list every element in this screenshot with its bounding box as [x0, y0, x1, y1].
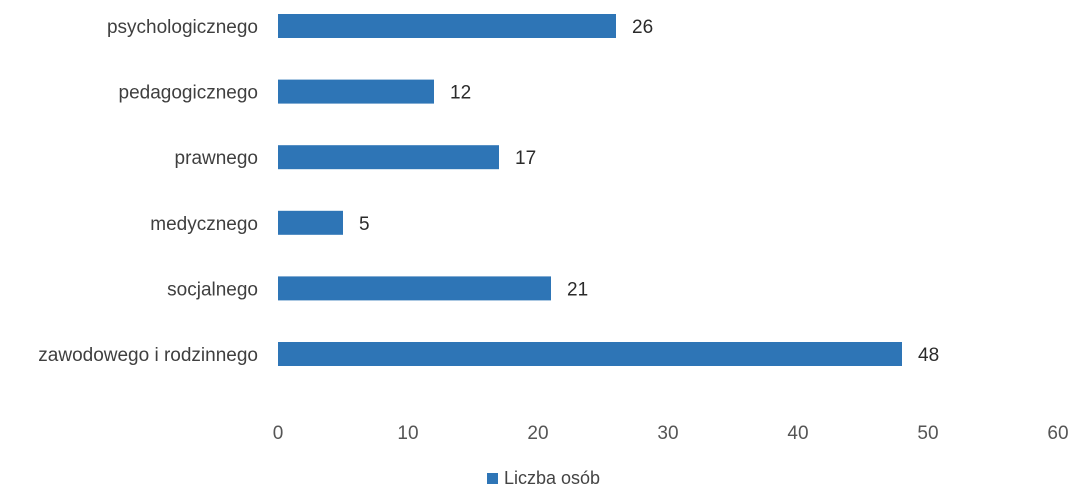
- category-labels: psychologicznego pedagogicznego prawnego me…: [38, 17, 258, 366]
- bar-zawodowego-i-rodzinnego: [278, 342, 902, 366]
- value-label-prawnego: 17: [515, 148, 536, 169]
- category-label-psychologicznego: psychologicznego: [107, 17, 258, 38]
- x-tick-label-50: 50: [917, 423, 938, 444]
- bars-layer: [278, 14, 902, 366]
- bar-prawnego: [278, 145, 499, 170]
- x-tick-label-10: 10: [397, 423, 418, 444]
- bar-psychologicznego: [278, 14, 616, 38]
- category-label-medycznego: medycznego: [150, 214, 258, 235]
- category-label-prawnego: prawnego: [175, 148, 258, 169]
- value-labels: 26 12 17 5 21 48: [359, 17, 939, 366]
- x-tick-label-0: 0: [273, 423, 284, 444]
- x-tick-label-60: 60: [1047, 423, 1068, 444]
- legend-label: Liczba osób: [504, 468, 600, 488]
- legend-swatch: [487, 473, 498, 484]
- bar-medycznego: [278, 210, 343, 235]
- value-label-socjalnego: 21: [567, 279, 588, 300]
- category-label-pedagogicznego: pedagogicznego: [119, 83, 258, 104]
- value-label-medycznego: 5: [359, 214, 370, 235]
- x-axis-ticks: 0 10 20 30 40 50 60: [273, 423, 1069, 444]
- category-label-zawodowego-i-rodzinnego: zawodowego i rodzinnego: [38, 345, 258, 366]
- x-tick-label-40: 40: [787, 423, 808, 444]
- legend: Liczba osób: [487, 468, 600, 488]
- value-label-zawodowego-i-rodzinnego: 48: [918, 345, 939, 366]
- value-label-psychologicznego: 26: [632, 17, 653, 38]
- x-tick-label-30: 30: [657, 423, 678, 444]
- bar-pedagogicznego: [278, 79, 434, 104]
- bar-socjalnego: [278, 276, 551, 301]
- x-tick-label-20: 20: [527, 423, 548, 444]
- category-label-socjalnego: socjalnego: [167, 279, 258, 300]
- value-label-pedagogicznego: 12: [450, 83, 471, 104]
